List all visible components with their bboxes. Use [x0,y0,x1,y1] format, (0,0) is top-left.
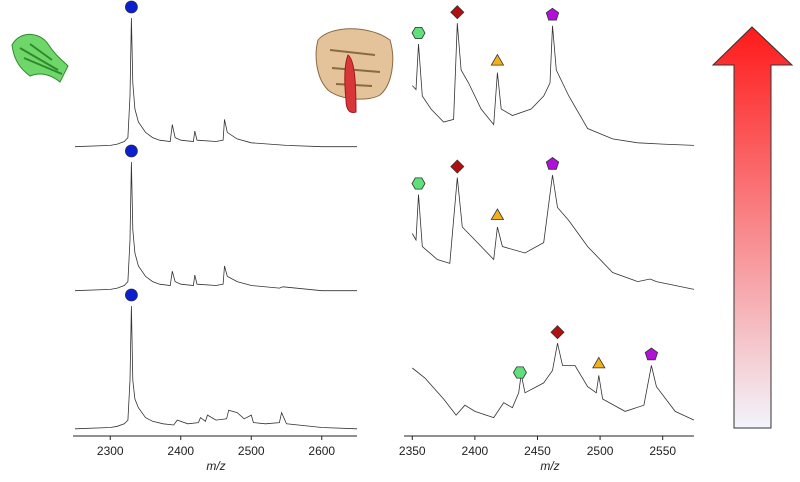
peak-marker [411,26,426,39]
protein-tan [315,28,394,113]
spectrum-trace [74,161,357,292]
x-axis-label: m/z [540,459,559,473]
x-tick-label: 2500 [587,444,614,458]
gradient-arrow [711,26,794,429]
peak-marker [124,0,138,14]
x-tick-label: 2600 [308,444,335,458]
peak-marker [490,208,505,220]
peak-marker [124,144,138,158]
x-tick-label: 2500 [238,444,265,458]
peak-marker [450,159,465,174]
spectrum-trace [411,174,695,290]
peak-marker [512,366,527,379]
x-tick-label: 2550 [649,444,676,458]
x-tick-label: 2400 [462,444,489,458]
peak-marker [592,356,606,369]
x-tick-label: 2350 [399,444,426,458]
peak-marker [545,157,560,170]
peak-marker [411,177,426,190]
spectrum-trace [412,23,695,146]
peak-marker [550,325,565,340]
x-axis-label: m/z [206,459,225,473]
spectrum-trace [412,343,695,421]
peak-marker [490,53,505,66]
spectrum-trace [74,17,357,148]
peak-marker [644,347,659,361]
x-tick-label: 2400 [167,444,194,458]
peak-marker [124,288,138,302]
x-tick-label: 2450 [524,444,551,458]
peak-marker [545,7,560,21]
protein-green [11,33,69,83]
peak-marker [450,5,465,20]
spectrum-trace [74,305,358,430]
x-tick-label: 2300 [97,444,124,458]
